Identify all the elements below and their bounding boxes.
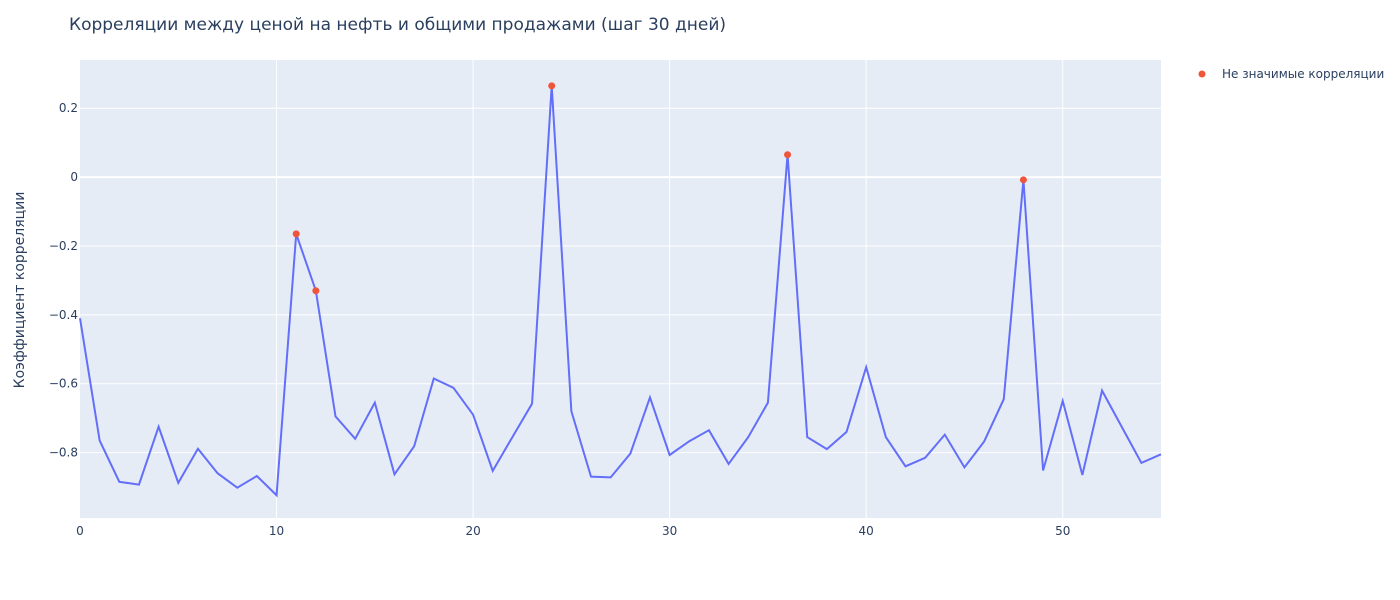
y-tick-label: −0.4 xyxy=(49,308,78,322)
marker-point[interactable] xyxy=(548,82,556,90)
horizontal-grid xyxy=(80,107,1161,454)
legend[interactable]: Не значимые корреляции xyxy=(1198,67,1385,81)
y-tick-label: −0.6 xyxy=(49,377,78,391)
y-tick-label: −0.2 xyxy=(49,239,78,253)
marker-point[interactable] xyxy=(784,151,792,159)
marker-point[interactable] xyxy=(312,287,320,295)
y-axis-title: Коэффициент корреляции xyxy=(12,192,28,389)
x-tick-label: 10 xyxy=(269,524,284,538)
marker-point[interactable] xyxy=(1019,176,1027,184)
x-tick-label: 30 xyxy=(662,524,677,538)
y-tick-labels: −0.8 −0.6 −0.4 −0.2 0 0.2 xyxy=(49,101,78,459)
x-tick-label: 40 xyxy=(859,524,874,538)
y-tick-label: 0.2 xyxy=(59,101,78,115)
plot-area[interactable] xyxy=(80,60,1161,518)
series-line[interactable] xyxy=(79,85,1162,498)
x-tick-labels: 0 10 20 30 40 50 xyxy=(76,524,1070,538)
x-tick-label: 50 xyxy=(1055,524,1070,538)
insignificant-markers xyxy=(292,82,1027,295)
chart-title: Корреляции между ценой на нефть и общими… xyxy=(69,15,726,35)
x-tick-label: 0 xyxy=(76,524,84,538)
y-tick-label: −0.8 xyxy=(49,446,78,460)
vertical-grid xyxy=(276,60,1064,518)
legend-label: Не значимые корреляции xyxy=(1222,67,1384,81)
y-tick-label: 0 xyxy=(70,170,78,184)
x-tick-label: 20 xyxy=(465,524,480,538)
marker-point[interactable] xyxy=(292,230,300,238)
legend-marker xyxy=(1198,70,1206,78)
